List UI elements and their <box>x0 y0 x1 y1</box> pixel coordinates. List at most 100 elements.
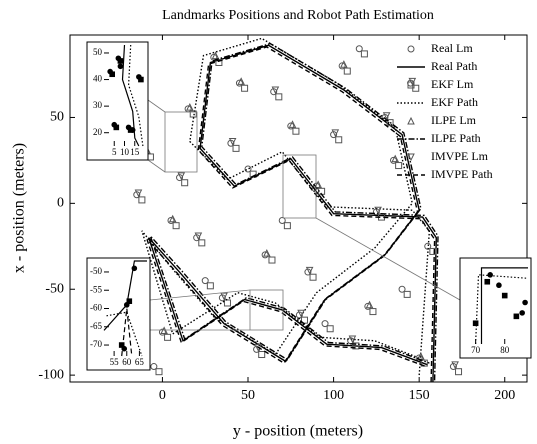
legend-label: IMVPE Lm <box>431 149 489 163</box>
plot-frame <box>69 34 528 383</box>
marker-triangle-down <box>194 232 203 241</box>
marker-circle <box>496 282 502 289</box>
x-tick-label: 50 <box>241 388 255 403</box>
y-tick-label: -55 <box>90 284 102 294</box>
y-tick-label: -65 <box>90 321 102 331</box>
inset-plot: 70 80 <box>459 257 532 359</box>
marker-square <box>249 170 257 178</box>
marker-circle <box>407 45 415 53</box>
marker-triangle-down <box>305 266 314 275</box>
zoom-region <box>164 111 198 173</box>
marker-square <box>407 81 415 89</box>
marker-circle <box>312 182 320 190</box>
inset-plot: 55 60 65 -50 -55 -60 -65 -70 <box>86 257 151 371</box>
plot-content <box>107 44 144 147</box>
x-tick-label: 150 <box>409 388 430 403</box>
marker-circle <box>261 251 269 259</box>
marker-triangle-up <box>237 77 245 85</box>
marker-square <box>241 84 249 92</box>
marker-square <box>118 342 125 348</box>
marker-circle <box>117 63 124 70</box>
marker-circle <box>150 363 158 371</box>
legend-label: ILPE Lm <box>431 113 477 127</box>
legend-label: Real Path <box>431 59 477 73</box>
marker-triangle-down <box>134 189 143 198</box>
y-tick-label: 40 <box>93 74 103 84</box>
marker-triangle-up <box>211 51 220 60</box>
x-tick-label: 5 <box>112 147 117 157</box>
x-tick-label: 15 <box>130 147 140 157</box>
marker-square <box>472 320 479 327</box>
legend-label: ILPE Path <box>431 131 481 145</box>
series-line <box>475 274 529 345</box>
x-tick-label: 55 <box>110 357 120 367</box>
inset-frame <box>86 41 149 161</box>
x-tick-label: 0 <box>159 388 166 403</box>
marker-triangle-down <box>382 112 391 120</box>
marker-square <box>268 256 276 264</box>
zoom-region <box>282 154 317 219</box>
x-tick-label: 70 <box>471 345 481 355</box>
marker-triangle-down <box>451 361 459 369</box>
plot-content <box>116 37 514 382</box>
marker-square <box>283 222 291 230</box>
marker-square <box>369 308 377 316</box>
inset-plot: 5 10 15 20 30 40 50 <box>86 41 149 161</box>
y-tick-label: 30 <box>93 100 103 110</box>
marker-square <box>189 110 197 118</box>
marker-square <box>352 342 360 350</box>
main-plot: 0 50 100 150 200 -100 -50 0 50 Real Lm Real Path EK… <box>38 34 528 403</box>
y-tick-label: 50 <box>50 110 64 125</box>
x-axis-label: y - position (meters) <box>233 423 363 440</box>
plot-content <box>103 260 147 357</box>
marker-triangle-up <box>407 116 415 125</box>
marker-triangle-down <box>228 138 237 146</box>
marker-square <box>232 144 240 152</box>
zoom-connector <box>147 99 166 113</box>
marker-square <box>164 333 172 341</box>
zoom-connector <box>315 217 461 301</box>
marker-square <box>138 76 144 83</box>
x-tick-label: 200 <box>494 388 515 403</box>
series-line <box>103 260 147 331</box>
marker-square <box>403 290 411 298</box>
inset-frame <box>459 257 532 359</box>
marker-square <box>484 278 491 285</box>
marker-triangle-down <box>348 335 357 344</box>
marker-square <box>386 119 394 127</box>
marker-circle <box>321 320 329 328</box>
legend-label: Real Lm <box>431 41 473 55</box>
marker-triangle-down <box>374 206 382 215</box>
marker-circle <box>235 79 243 87</box>
legend-label: IMVPE Path <box>431 167 493 181</box>
marker-square <box>198 239 206 247</box>
y-tick-label: 50 <box>93 47 103 57</box>
marker-square <box>292 127 300 135</box>
x-tick-label: 80 <box>500 345 510 355</box>
marker-triangle-down <box>271 86 280 95</box>
marker-circle <box>487 272 493 278</box>
series-line <box>127 44 144 147</box>
legend-label: EKF Lm <box>431 77 474 91</box>
marker-square <box>127 127 134 133</box>
marker-square <box>172 222 180 230</box>
marker-square <box>455 368 463 376</box>
marker-square <box>429 247 437 255</box>
zoom-connector <box>147 159 166 173</box>
marker-triangle-down <box>297 309 305 318</box>
marker-circle <box>522 299 528 306</box>
marker-square <box>206 282 214 290</box>
marker-square <box>181 179 189 187</box>
marker-triangle-up <box>168 214 177 223</box>
marker-circle <box>389 156 397 164</box>
zoom-region <box>249 289 284 331</box>
marker-triangle-down <box>220 292 228 301</box>
marker-circle <box>519 310 525 316</box>
x-tick-label: 100 <box>323 388 344 403</box>
marker-circle <box>398 285 406 293</box>
plot-layer: 0 50 100 150 200 -100 -50 0 50 Real Lm Real Path EK… <box>38 34 532 403</box>
marker-square <box>155 368 163 376</box>
marker-square <box>113 124 120 131</box>
marker-triangle-down <box>331 129 340 138</box>
marker-square <box>138 196 146 204</box>
